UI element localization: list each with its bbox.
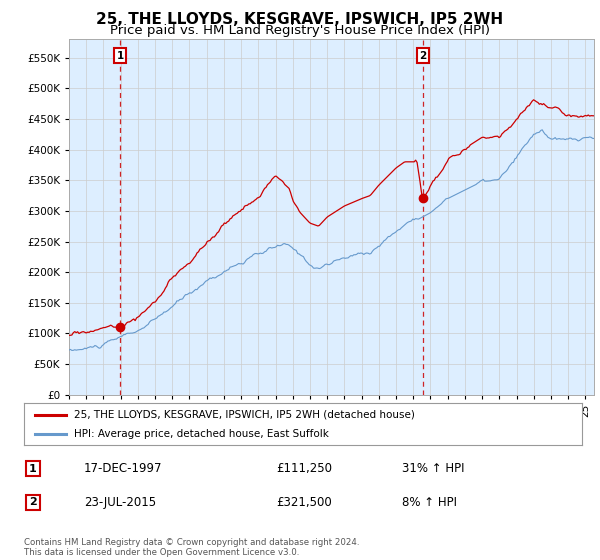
Text: 25, THE LLOYDS, KESGRAVE, IPSWICH, IP5 2WH: 25, THE LLOYDS, KESGRAVE, IPSWICH, IP5 2… [97,12,503,27]
Text: £111,250: £111,250 [276,462,332,475]
Text: 2: 2 [29,497,37,507]
Text: 2: 2 [419,51,427,60]
Text: 25, THE LLOYDS, KESGRAVE, IPSWICH, IP5 2WH (detached house): 25, THE LLOYDS, KESGRAVE, IPSWICH, IP5 2… [74,410,415,420]
Text: 23-JUL-2015: 23-JUL-2015 [84,496,156,509]
Text: 1: 1 [116,51,124,60]
Text: Contains HM Land Registry data © Crown copyright and database right 2024.: Contains HM Land Registry data © Crown c… [24,538,359,547]
Text: 31% ↑ HPI: 31% ↑ HPI [402,462,464,475]
Text: 8% ↑ HPI: 8% ↑ HPI [402,496,457,509]
Text: 1: 1 [29,464,37,474]
Text: 17-DEC-1997: 17-DEC-1997 [84,462,163,475]
Text: This data is licensed under the Open Government Licence v3.0.: This data is licensed under the Open Gov… [24,548,299,557]
Text: HPI: Average price, detached house, East Suffolk: HPI: Average price, detached house, East… [74,430,329,439]
Text: Price paid vs. HM Land Registry's House Price Index (HPI): Price paid vs. HM Land Registry's House … [110,24,490,36]
Text: £321,500: £321,500 [276,496,332,509]
